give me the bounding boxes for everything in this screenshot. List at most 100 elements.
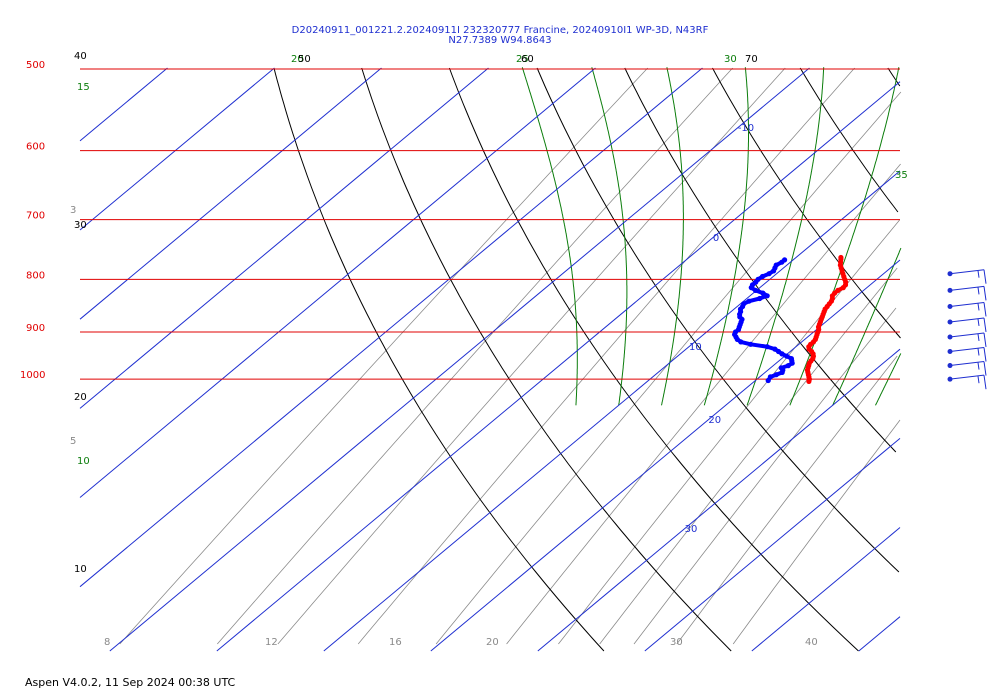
- moist-adiabat-line: [832, 247, 902, 406]
- dewpoint-profile-point: [785, 363, 791, 369]
- dewpoint-profile-point: [757, 295, 763, 302]
- moist-adiabat-label: 15: [77, 82, 90, 93]
- dewpoint-profile-point: [764, 293, 770, 299]
- dewpoint-profile-point: [760, 290, 766, 296]
- wind-barb: [947, 346, 987, 362]
- dewpoint-profile-point: [746, 298, 752, 304]
- isotherm-top-label: 60: [521, 54, 534, 65]
- mixing-ratio-label: 3: [70, 205, 76, 216]
- chart-subtitle: N27.7389 W94.8643: [448, 35, 552, 46]
- isotherm-line: [430, 259, 901, 652]
- dry-adiabats: [273, 67, 901, 652]
- dewpoint-profile-point: [767, 374, 774, 380]
- dry-adiabat-label: 10: [74, 564, 87, 575]
- mixing-ratio-label: 8: [104, 637, 110, 648]
- dry-adiabat-label: 30: [74, 220, 87, 231]
- dewpoint-profile-point: [755, 276, 761, 282]
- dewpoint-profile-point: [752, 287, 759, 293]
- moist-adiabat-line: [661, 67, 684, 406]
- mixing-ratio-lines: [119, 67, 902, 645]
- mixing-ratio-line: [357, 67, 855, 645]
- mixing-ratio-line: [599, 267, 898, 645]
- mixing-ratio-label: 20: [486, 637, 499, 648]
- isobars: [80, 68, 900, 380]
- isotherm-label: 0: [713, 233, 719, 244]
- isotherm-line: [644, 437, 901, 652]
- isotherm-label: 30: [685, 524, 698, 535]
- isotherm-line: [79, 67, 489, 409]
- dewpoint-profile-point: [773, 262, 779, 268]
- isotherm-line: [109, 67, 810, 652]
- isotherm-line: [79, 67, 703, 588]
- dry-adiabat-line: [799, 67, 899, 213]
- mixing-ratio-label: 12: [265, 637, 278, 648]
- wind-barb: [947, 301, 987, 317]
- wind-barb: [947, 269, 987, 284]
- moist-adiabat-line: [875, 353, 902, 406]
- wind-barb: [947, 374, 987, 390]
- isotherm-line: [79, 67, 168, 142]
- dewpoint-profile-point: [764, 344, 770, 350]
- isotherm-line: [79, 67, 382, 320]
- temperature-profile-point: [835, 287, 841, 293]
- dewpoint-profile-point: [741, 301, 747, 307]
- temperature-profile-point: [838, 254, 844, 261]
- moist-adiabat-label: 30: [724, 54, 737, 65]
- wind-barb: [947, 361, 987, 376]
- isotherm-line: [79, 67, 596, 498]
- mixing-ratio-label: 5: [70, 436, 76, 447]
- sounding-profiles: [732, 254, 849, 384]
- dewpoint-profile-point: [788, 356, 795, 362]
- dewpoint-profile-point: [778, 365, 784, 371]
- dry-adiabat-line: [361, 67, 732, 652]
- isotherm-line: [537, 348, 901, 652]
- mixing-ratio-label: 40: [805, 637, 818, 648]
- moist-adiabat-line: [789, 67, 900, 406]
- moist-adiabat-label: 25: [516, 54, 529, 65]
- isotherm-label: -10: [738, 123, 754, 134]
- pressure-tick-label: 800: [26, 270, 45, 281]
- moist-adiabat-line: [703, 67, 749, 406]
- dry-adiabat-line: [536, 67, 900, 573]
- dry-adiabat-line: [273, 67, 605, 652]
- isotherm-top-label: 50: [298, 54, 311, 65]
- wind-barb: [947, 332, 987, 348]
- moist-adiabat-label: 35: [895, 170, 908, 181]
- dewpoint-profile-point: [782, 257, 788, 263]
- isotherm-label: 20: [708, 415, 721, 426]
- mixing-ratio-line: [277, 67, 786, 645]
- isotherm-line: [216, 81, 901, 652]
- pressure-tick-label: 900: [26, 323, 45, 334]
- mixing-ratio-line: [435, 91, 902, 645]
- temperature-profile-line: [805, 257, 848, 382]
- dewpoint-profile: [732, 257, 795, 384]
- chart-title: D20240911_001221.2.20240911I 232320777 F…: [291, 25, 709, 36]
- mixing-ratio-label: 16: [389, 637, 402, 648]
- isotherm-label: 10: [689, 342, 702, 353]
- wind-barb: [947, 285, 987, 301]
- moist-adiabat-line: [521, 67, 578, 406]
- dewpoint-profile-point: [784, 353, 790, 359]
- isotherm-top-label: 70: [745, 54, 758, 65]
- mixing-ratio-line: [732, 419, 901, 645]
- dewpoint-profile-point: [773, 372, 779, 378]
- isotherm-line: [858, 616, 901, 652]
- moist-adiabat-label: 10: [77, 456, 90, 467]
- wind-barbs: [947, 269, 987, 390]
- dry-adiabat-line: [712, 67, 901, 339]
- wind-barb: [947, 317, 987, 333]
- isotherm-line: [79, 67, 275, 231]
- dry-adiabat-line: [448, 67, 859, 652]
- dewpoint-profile-point: [748, 341, 754, 347]
- mixing-ratio-line: [216, 67, 733, 645]
- pressure-tick-label: 600: [26, 142, 45, 153]
- dry-adiabat-label: 40: [74, 51, 87, 62]
- axis-labels: 500 600 700 800 900 1000 -10 0 10 20 30 40 30 20 10 15 1…: [20, 51, 908, 648]
- mixing-ratio-line: [119, 67, 648, 645]
- mixing-ratio-line: [676, 355, 898, 645]
- pressure-tick-label: 1000: [20, 370, 45, 381]
- dewpoint-profile-point: [772, 346, 778, 352]
- dry-adiabat-label: 20: [74, 392, 87, 403]
- moist-adiabat-label: 20: [291, 54, 304, 65]
